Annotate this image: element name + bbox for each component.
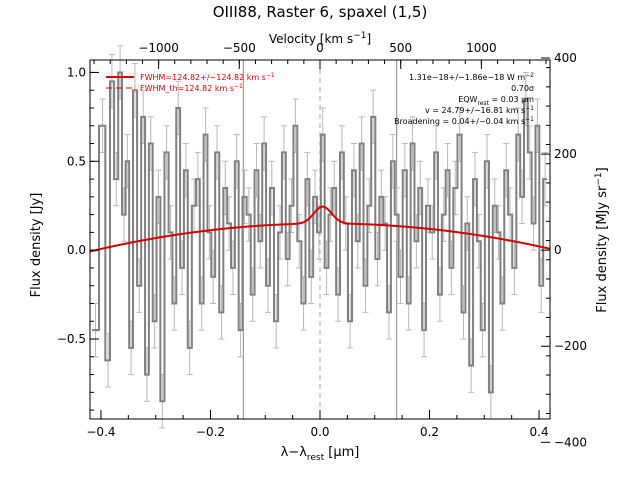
- annotation-velocity: v = 24.79+/−16.81 km s−1: [425, 105, 534, 115]
- annotation-eqw: EQWrest = 0.03 μm: [458, 95, 534, 107]
- right-axis-label: Flux density [MJy sr−1]: [594, 167, 610, 312]
- top-tick-label: 1000: [466, 41, 497, 55]
- right-tick-label: 200: [554, 147, 577, 161]
- annotation-significance: 0.70σ: [511, 84, 534, 93]
- data-histogram-line: [91, 71, 547, 403]
- y-axis-label: Flux density [Jy]: [29, 193, 44, 298]
- annotation-integrated-flux: 1.31e−18+/−1.86e−18 W m−2: [409, 72, 534, 82]
- top-tick-label: 500: [389, 41, 412, 55]
- top-tick-label: 0: [316, 41, 324, 55]
- right-tick-label: −200: [554, 339, 587, 353]
- top-tick-label: −500: [223, 41, 256, 55]
- right-tick-label: 0: [554, 243, 562, 257]
- legend: FWHM=124.82+/−124.82 km s−1 FWHM_th=124.…: [106, 72, 275, 93]
- x-tick-label: −0.2: [196, 425, 225, 439]
- x-tick-label: 0.4: [530, 425, 549, 439]
- right-tick-label: −400: [554, 435, 587, 449]
- x-tick-label: 0.0: [310, 425, 329, 439]
- legend-label-fwhm: FWHM=124.82+/−124.82 km s−1: [140, 72, 275, 82]
- y-tick-label: 0.0: [67, 243, 86, 257]
- y-tick-label: 1.0: [67, 65, 86, 79]
- y-tick-label: −0.5: [57, 332, 86, 346]
- x-tick-label: 0.2: [420, 425, 439, 439]
- x-tick-label: −0.4: [86, 425, 115, 439]
- top-axis-label: Velocity [km s−1]: [269, 31, 371, 46]
- fit-curve: [89, 205, 551, 253]
- fit-annotations: 1.31e−18+/−1.86e−18 W m−2 0.70σ EQWrest …: [394, 72, 534, 126]
- chart-title: OIII88, Raster 6, spaxel (1,5): [213, 3, 428, 21]
- x-axis-label: λ−λrest [μm]: [281, 445, 360, 463]
- top-tick-label: −1000: [138, 41, 179, 55]
- right-tick-label: 400: [554, 51, 577, 65]
- annotation-broadening: Broadening = 0.04+/−0.04 km s−1: [394, 116, 534, 126]
- y-tick-label: 0.5: [67, 154, 86, 168]
- legend-label-fwhm-th: FWHM_th=124.82 km s−1: [140, 83, 243, 93]
